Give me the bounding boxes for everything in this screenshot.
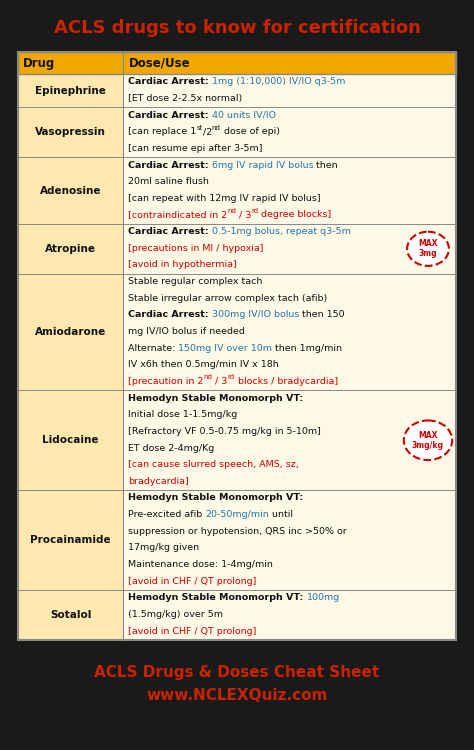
Text: ACLS drugs to know for certification: ACLS drugs to know for certification [54, 19, 420, 37]
Text: degree blocks]: degree blocks] [258, 211, 332, 220]
Text: Cardiac Arrest:: Cardiac Arrest: [128, 160, 212, 170]
Text: ET dose 2-4mg/Kg: ET dose 2-4mg/Kg [128, 443, 214, 452]
Bar [18, 52, 456, 74]
Text: Stable regular complex tach: Stable regular complex tach [128, 277, 263, 286]
Text: nd: nd [212, 124, 221, 130]
Text: Amiodarone: Amiodarone [35, 327, 106, 337]
Bar [18, 52, 456, 640]
Bar [123, 158, 456, 224]
Bar [123, 590, 456, 640]
Ellipse shape [404, 421, 452, 460]
Text: then: then [313, 160, 338, 170]
Text: dose of epi): dose of epi) [221, 128, 280, 136]
Text: Cardiac Arrest:: Cardiac Arrest: [128, 310, 212, 320]
Text: Alternate:: Alternate: [128, 344, 178, 352]
Text: [avoid in CHF / QT prolong]: [avoid in CHF / QT prolong] [128, 577, 256, 586]
Text: [Refractory VF 0.5-0.75 mg/kg in 5-10m]: [Refractory VF 0.5-0.75 mg/kg in 5-10m] [128, 427, 321, 436]
Text: Hemodyn Stable Monomorph VT:: Hemodyn Stable Monomorph VT: [128, 394, 303, 403]
Bar [123, 224, 456, 274]
Text: bradycardia]: bradycardia] [128, 477, 189, 486]
Text: nd: nd [227, 208, 236, 214]
Text: IV x6h then 0.5mg/min IV x 18h: IV x6h then 0.5mg/min IV x 18h [128, 360, 279, 369]
Text: 150mg IV over 10m: 150mg IV over 10m [178, 344, 273, 352]
Text: [precaution in 2: [precaution in 2 [128, 377, 203, 386]
Text: rd: rd [228, 374, 235, 380]
Bar [123, 490, 456, 590]
Text: [precautions in MI / hypoxia]: [precautions in MI / hypoxia] [128, 244, 264, 253]
Bar [18, 490, 123, 590]
Text: nd: nd [203, 374, 212, 380]
Text: rd: rd [251, 208, 258, 214]
Text: Cardiac Arrest:: Cardiac Arrest: [128, 77, 212, 86]
Text: Cardiac Arrest:: Cardiac Arrest: [128, 110, 212, 119]
Text: suppression or hypotension, QRS inc >50% or: suppression or hypotension, QRS inc >50%… [128, 526, 347, 536]
Text: 20ml saline flush: 20ml saline flush [128, 177, 209, 186]
Text: Initial dose 1-1.5mg/kg: Initial dose 1-1.5mg/kg [128, 410, 237, 419]
Bar [18, 74, 123, 107]
Text: Hemodyn Stable Monomorph VT:: Hemodyn Stable Monomorph VT: [128, 494, 303, 502]
Text: / 3: / 3 [212, 377, 228, 386]
Bar [123, 107, 456, 158]
Text: www.NCLEXQuiz.com: www.NCLEXQuiz.com [146, 688, 328, 703]
Text: until: until [269, 510, 293, 519]
Text: [contraindicated in 2: [contraindicated in 2 [128, 211, 227, 220]
Bar [18, 107, 123, 158]
Text: blocks / bradycardia]: blocks / bradycardia] [235, 377, 338, 386]
Text: 0.5-1mg bolus, repeat q3-5m: 0.5-1mg bolus, repeat q3-5m [212, 227, 351, 236]
Text: Dose/Use: Dose/Use [129, 56, 191, 70]
Text: 40 units IV/IO: 40 units IV/IO [212, 110, 276, 119]
Bar [123, 274, 456, 390]
Text: Sotalol: Sotalol [50, 610, 91, 620]
Text: [avoid in hypothermia]: [avoid in hypothermia] [128, 260, 237, 269]
Text: (1.5mg/kg) over 5m: (1.5mg/kg) over 5m [128, 610, 223, 619]
Text: Vasopressin: Vasopressin [35, 128, 106, 137]
Text: / 3: / 3 [236, 211, 251, 220]
Bar [18, 158, 123, 224]
Text: 6mg IV rapid IV bolus: 6mg IV rapid IV bolus [212, 160, 313, 170]
Text: Pre-excited afib: Pre-excited afib [128, 510, 205, 519]
Text: Adenosine: Adenosine [40, 185, 101, 196]
Text: Hemodyn Stable Monomorph VT:: Hemodyn Stable Monomorph VT: [128, 593, 307, 602]
Bar [123, 390, 456, 490]
Text: 100mg: 100mg [307, 593, 340, 602]
Text: 20-50mg/min: 20-50mg/min [205, 510, 269, 519]
Bar [18, 590, 123, 640]
Text: Drug: Drug [23, 56, 55, 70]
Text: [avoid in CHF / QT prolong]: [avoid in CHF / QT prolong] [128, 627, 256, 636]
Text: mg IV/IO bolus if needed: mg IV/IO bolus if needed [128, 327, 245, 336]
Bar [123, 74, 456, 107]
Text: then 150: then 150 [299, 310, 345, 320]
Bar [18, 224, 123, 274]
Bar [18, 390, 123, 490]
Text: [can repeat with 12mg IV rapid IV bolus]: [can repeat with 12mg IV rapid IV bolus] [128, 194, 320, 202]
Text: /2: /2 [202, 128, 212, 136]
Text: Stable irregular arrow complex tach (afib): Stable irregular arrow complex tach (afi… [128, 294, 327, 303]
Text: 1mg (1:10,000) IV/IO q3-5m: 1mg (1:10,000) IV/IO q3-5m [212, 77, 345, 86]
Text: Cardiac Arrest:: Cardiac Arrest: [128, 227, 212, 236]
Text: 17mg/kg given: 17mg/kg given [128, 544, 199, 553]
Ellipse shape [407, 232, 449, 266]
Text: then 1mg/min: then 1mg/min [273, 344, 342, 352]
Text: st: st [196, 124, 202, 130]
Text: [can replace 1: [can replace 1 [128, 128, 196, 136]
Text: MAX
3mg/kg: MAX 3mg/kg [412, 430, 444, 450]
Text: Atropine: Atropine [45, 244, 96, 254]
Text: Procainamide: Procainamide [30, 535, 111, 545]
Text: Maintenance dose: 1-4mg/min: Maintenance dose: 1-4mg/min [128, 560, 273, 569]
Text: 300mg IV/IO bolus: 300mg IV/IO bolus [212, 310, 299, 320]
Text: [can cause slurred speech, AMS, sz,: [can cause slurred speech, AMS, sz, [128, 460, 299, 470]
Bar [18, 274, 123, 390]
Text: [can resume epi after 3-5m]: [can resume epi after 3-5m] [128, 144, 263, 153]
Text: Lidocaine: Lidocaine [42, 435, 99, 445]
Text: [ET dose 2-2.5x normal): [ET dose 2-2.5x normal) [128, 94, 242, 103]
Text: Epinephrine: Epinephrine [35, 86, 106, 96]
Text: MAX
3mg: MAX 3mg [418, 239, 438, 259]
Text: ACLS Drugs & Doses Cheat Sheet: ACLS Drugs & Doses Cheat Sheet [94, 664, 380, 680]
